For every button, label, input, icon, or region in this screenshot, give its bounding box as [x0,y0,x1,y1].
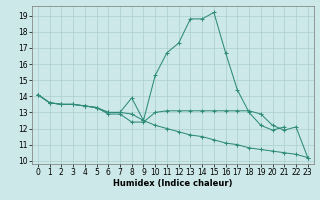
X-axis label: Humidex (Indice chaleur): Humidex (Indice chaleur) [113,179,233,188]
